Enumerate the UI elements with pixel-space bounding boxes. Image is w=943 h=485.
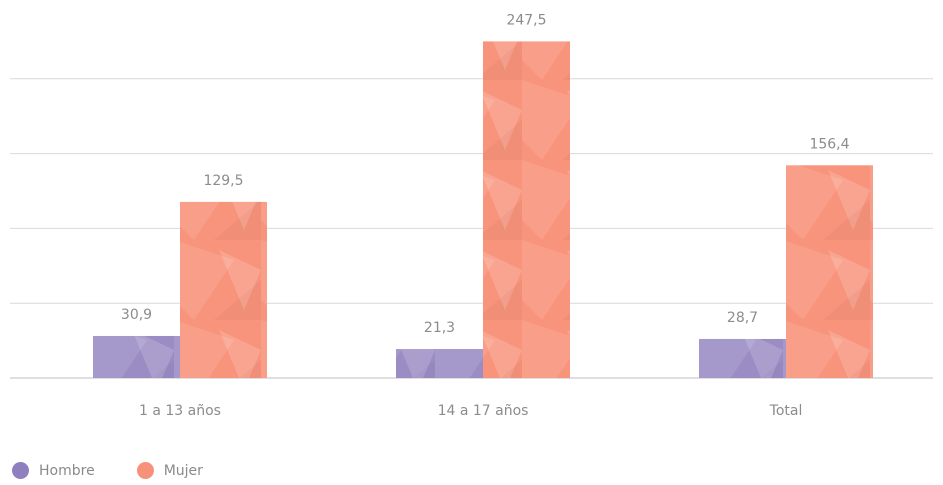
data-label-hombre-2: 21,3 <box>424 320 455 336</box>
x-tick-label-1: 1 a 13 años <box>139 403 221 419</box>
data-label-hombre-1: 30,9 <box>121 307 152 323</box>
bar-hombre-3 <box>699 338 786 378</box>
data-label-mujer-2: 247,5 <box>506 12 546 28</box>
data-label-mujer-1: 129,5 <box>203 173 243 189</box>
bar-mujer-1 <box>180 201 267 378</box>
legend-item-hombre: Hombre <box>12 462 95 479</box>
bar-mujer-2 <box>483 41 570 379</box>
legend: Hombre Mujer <box>12 462 245 479</box>
legend-swatch-mujer <box>136 462 154 479</box>
data-label-mujer-3: 156,4 <box>809 136 849 152</box>
legend-label-hombre: Hombre <box>39 462 95 479</box>
x-tick-label-3: Total <box>769 403 803 419</box>
bar-hombre-2 <box>396 349 483 378</box>
bar-hombre-1 <box>93 335 180 378</box>
bar-mujer-3 <box>786 165 873 378</box>
data-label-hombre-3: 28,7 <box>727 310 758 326</box>
legend-item-mujer: Mujer <box>136 462 203 479</box>
legend-label-mujer: Mujer <box>163 462 203 479</box>
legend-swatch-hombre <box>12 462 29 479</box>
x-tick-label-2: 14 a 17 años <box>438 403 529 419</box>
